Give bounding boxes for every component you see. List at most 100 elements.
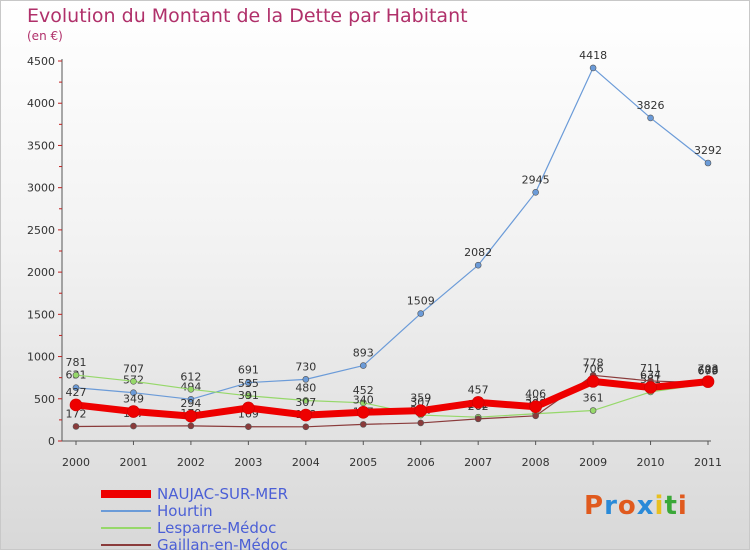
- legend-swatch: [101, 510, 151, 512]
- data-point: [474, 415, 482, 423]
- data-point: [474, 261, 482, 269]
- x-tick-label: 2011: [694, 456, 722, 469]
- data-point: [245, 392, 252, 400]
- y-tick-label: 1000: [27, 351, 55, 364]
- legend-item: Hourtin: [101, 502, 361, 520]
- y-tick-label: 2500: [27, 224, 55, 237]
- data-point: [72, 384, 80, 392]
- data-label: 612: [180, 370, 201, 383]
- logo-letter: r: [604, 491, 618, 521]
- x-tick-label: 2002: [177, 456, 205, 469]
- data-point: [356, 405, 370, 419]
- data-label: 707: [123, 362, 144, 375]
- proxiti-logo: Proxiti: [584, 491, 688, 521]
- x-tick-label: 2010: [637, 456, 665, 469]
- legend-swatch: [101, 527, 151, 529]
- data-point: [69, 398, 83, 412]
- data-label: 781: [66, 356, 87, 369]
- data-label: 2945: [522, 173, 550, 186]
- data-label: 703: [698, 363, 719, 376]
- data-point: [302, 376, 310, 383]
- data-point: [72, 423, 80, 430]
- y-tick-label: 4000: [27, 97, 55, 110]
- data-point: [471, 396, 485, 409]
- legend: NAUJAC-SUR-MER Hourtin Lesparre-Médoc Ga…: [101, 485, 361, 554]
- legend-swatch: [101, 544, 151, 546]
- data-point: [359, 362, 367, 369]
- x-tick-label: 2006: [407, 456, 435, 469]
- y-tick-label: 0: [48, 435, 55, 448]
- logo-letter: i: [677, 491, 688, 521]
- x-tick-label: 2007: [464, 456, 492, 469]
- data-label: 452: [353, 384, 374, 397]
- data-label: 307: [295, 396, 316, 409]
- data-label: 688: [698, 364, 719, 377]
- data-label: 634: [640, 368, 661, 381]
- data-label: 340: [353, 393, 374, 406]
- data-point: [704, 159, 712, 167]
- data-point: [359, 421, 367, 428]
- data-point: [417, 310, 425, 317]
- data-label: 2082: [464, 246, 492, 259]
- legend-item: Lesparre-Médoc: [101, 519, 361, 537]
- data-point: [589, 64, 597, 72]
- x-tick-label: 2009: [579, 456, 607, 469]
- data-point: [184, 409, 198, 423]
- data-point: [302, 397, 310, 404]
- data-label: 406: [525, 388, 546, 401]
- data-label: 457: [468, 383, 489, 396]
- series-line: [72, 377, 712, 420]
- data-label: 391: [238, 389, 259, 402]
- data-label: 307: [410, 396, 431, 409]
- logo-letter: t: [664, 491, 678, 521]
- x-tick-label: 2003: [234, 456, 262, 469]
- data-point: [130, 389, 137, 396]
- data-label: 480: [295, 381, 316, 394]
- legend-label: Hourtin: [157, 502, 213, 520]
- y-tick-label: 1500: [27, 308, 55, 321]
- data-label: 3292: [694, 144, 722, 157]
- data-label: 706: [583, 362, 604, 375]
- data-point: [187, 395, 195, 403]
- y-tick-label: 500: [34, 393, 55, 406]
- data-label: 778: [583, 356, 604, 369]
- data-label: 3826: [637, 99, 665, 112]
- data-point: [359, 399, 367, 407]
- legend-label: NAUJAC-SUR-MER: [157, 485, 289, 503]
- legend-swatch: [101, 490, 151, 498]
- logo-letter: o: [617, 491, 637, 521]
- data-label: 1509: [407, 295, 435, 308]
- logo-letter: P: [584, 491, 605, 521]
- x-tick-label: 2000: [62, 456, 90, 469]
- data-point: [187, 422, 195, 430]
- data-point: [245, 379, 252, 386]
- data-point: [644, 381, 657, 394]
- data-label: 691: [238, 364, 259, 377]
- data-point: [647, 114, 654, 122]
- data-point: [299, 408, 313, 422]
- data-point: [701, 375, 715, 388]
- data-label: 427: [66, 386, 87, 399]
- data-label: 730: [295, 360, 316, 373]
- data-point: [72, 371, 80, 379]
- legend-label: Lesparre-Médoc: [157, 519, 277, 537]
- data-point: [130, 377, 137, 385]
- series-line: [75, 67, 709, 400]
- x-tick-label: 2004: [292, 456, 320, 469]
- data-point: [245, 423, 252, 431]
- data-point: [302, 423, 310, 431]
- data-label: 4418: [579, 49, 607, 62]
- data-point: [187, 386, 195, 393]
- data-point: [414, 404, 428, 417]
- x-tick-label: 2001: [119, 456, 147, 469]
- legend-label: Gaillan-en-Médoc: [157, 536, 288, 554]
- data-label: 535: [238, 377, 259, 390]
- data-label: 361: [583, 392, 604, 405]
- data-point: [589, 407, 597, 414]
- chart-title: Evolution du Montant de la Dette par Hab…: [27, 5, 468, 27]
- x-tick-label: 2005: [349, 456, 377, 469]
- data-point: [532, 189, 539, 196]
- legend-item: Gaillan-en-Médoc: [101, 536, 361, 554]
- data-point: [417, 419, 425, 427]
